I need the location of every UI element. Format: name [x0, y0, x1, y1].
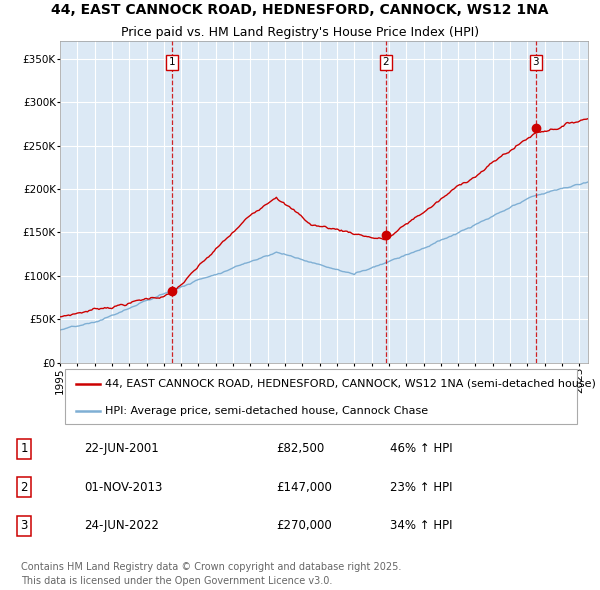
Text: 2: 2: [20, 481, 28, 494]
Text: £147,000: £147,000: [276, 481, 332, 494]
Text: 3: 3: [532, 57, 539, 67]
Text: 01-NOV-2013: 01-NOV-2013: [84, 481, 163, 494]
Text: 46% ↑ HPI: 46% ↑ HPI: [390, 442, 452, 455]
Text: 3: 3: [20, 519, 28, 532]
Text: 24-JUN-2022: 24-JUN-2022: [84, 519, 159, 532]
Text: 34% ↑ HPI: 34% ↑ HPI: [390, 519, 452, 532]
Text: 44, EAST CANNOCK ROAD, HEDNESFORD, CANNOCK, WS12 1NA: 44, EAST CANNOCK ROAD, HEDNESFORD, CANNO…: [51, 3, 549, 17]
Text: HPI: Average price, semi-detached house, Cannock Chase: HPI: Average price, semi-detached house,…: [105, 407, 428, 416]
FancyBboxPatch shape: [65, 369, 577, 424]
Text: Contains HM Land Registry data © Crown copyright and database right 2025.
This d: Contains HM Land Registry data © Crown c…: [21, 562, 401, 586]
Text: Price paid vs. HM Land Registry's House Price Index (HPI): Price paid vs. HM Land Registry's House …: [121, 25, 479, 38]
Text: £82,500: £82,500: [276, 442, 324, 455]
Text: 2: 2: [383, 57, 389, 67]
Text: £270,000: £270,000: [276, 519, 332, 532]
Text: 1: 1: [20, 442, 28, 455]
Text: 22-JUN-2001: 22-JUN-2001: [84, 442, 159, 455]
Text: 44, EAST CANNOCK ROAD, HEDNESFORD, CANNOCK, WS12 1NA (semi-detached house): 44, EAST CANNOCK ROAD, HEDNESFORD, CANNO…: [105, 379, 596, 388]
Text: 23% ↑ HPI: 23% ↑ HPI: [390, 481, 452, 494]
Text: 1: 1: [169, 57, 175, 67]
